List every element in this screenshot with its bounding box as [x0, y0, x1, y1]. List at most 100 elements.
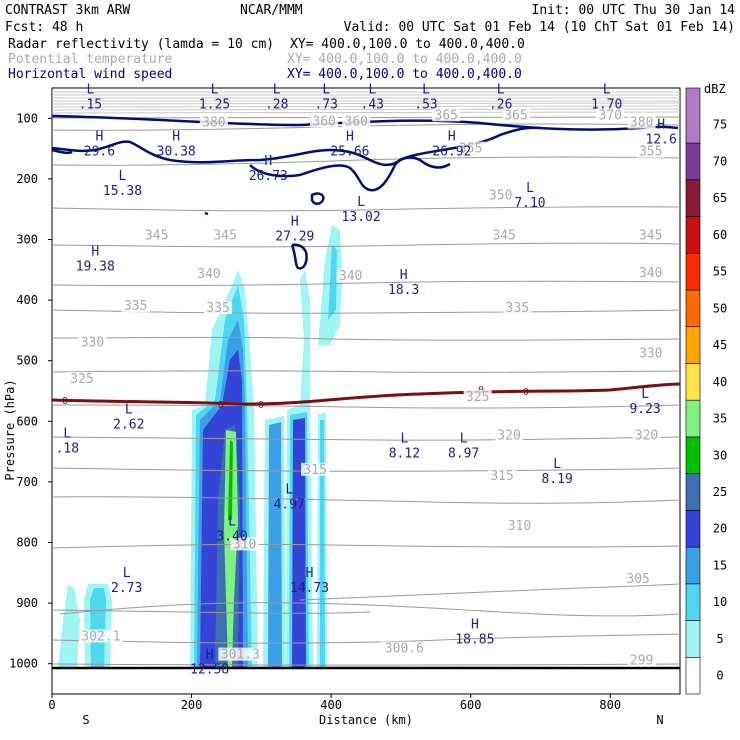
wind-extrema-value: 1.70 [591, 97, 622, 112]
wind-extrema-type: L [641, 387, 649, 402]
echo-cell-6-core [320, 420, 325, 668]
wind-extrema-value: 19.38 [76, 260, 115, 275]
colorbar-swatch [685, 473, 701, 511]
wind-extrema-type: H [172, 130, 180, 145]
wind-extrema-value: .43 [361, 97, 384, 112]
colorbar-label: 65 [713, 191, 727, 205]
y-axis: 100 200 300 400 500 600 700 800 900 1000 [9, 111, 52, 671]
theta-label: 302.1 [81, 629, 120, 644]
theta-label-bg [463, 390, 492, 404]
theta-label-bg [121, 299, 150, 313]
wind-extrema-type: L [357, 195, 365, 210]
header-init: Init: 00 UTC Thu 30 Jan 14 [532, 3, 736, 18]
theta-label: 320 [635, 428, 658, 443]
wind-extrema-value: 4.97 [274, 497, 305, 512]
y-tick-label: 300 [16, 233, 38, 247]
wind-extrema-value: .15 [79, 97, 102, 112]
wind-extrema-value: 8.19 [542, 472, 573, 487]
echo-cell-7-core [328, 245, 337, 320]
jet-closed-contour [310, 192, 325, 205]
colorbar-swatch [685, 363, 701, 401]
wind-extrema-value: .73 [314, 97, 337, 112]
wind-extrema-type: L [285, 482, 293, 497]
field-xy-reflectivity: XY= 400.0,100.0 to 400.0,400.0 [290, 37, 525, 52]
theta-label: 370 [598, 108, 621, 123]
theta-label: 335 [124, 299, 147, 314]
theta-label-bg [486, 188, 515, 202]
colorbar-swatch [685, 510, 701, 548]
colorbar-label: 10 [713, 595, 727, 609]
theta-label-bg [636, 144, 665, 158]
theta-label-bg [199, 115, 228, 129]
wind-extrema-type: H [264, 154, 272, 169]
colorbar-label: 15 [713, 558, 727, 572]
echo-cell-4-core [268, 422, 282, 668]
header-fcst: Fcst: 48 h [5, 20, 83, 35]
theta-label-bg [503, 301, 532, 315]
wind-extrema-value: 13.02 [342, 210, 381, 225]
colorbar-label: 60 [713, 228, 727, 242]
field-name-reflectivity: Radar reflectivity (lamda = 10 cm) [8, 37, 274, 52]
theta-label-bg [382, 641, 427, 655]
theta-label: 380 [630, 116, 653, 131]
theta-contours [51, 116, 681, 666]
wind-extrema-type: L [322, 82, 330, 97]
wind-extrema-value: 2.62 [113, 417, 144, 432]
theta-label: 340 [197, 267, 220, 282]
wind-extrema-type: L [63, 427, 71, 442]
wind-extrema-type: H [306, 566, 314, 581]
wind-extrema-value: 12.6 [646, 132, 677, 147]
y-tick-label: 100 [16, 111, 38, 125]
echo-cell-2-core [90, 588, 106, 668]
wind-extrema-type: L [526, 181, 534, 196]
theta-label: 325 [70, 372, 93, 387]
end-label-north: N [656, 713, 663, 727]
theta-label: 330 [81, 336, 104, 351]
wind-extrema-value: 30.38 [157, 145, 196, 160]
wind-extrema-type: H [346, 130, 354, 145]
theta-label-bg [627, 653, 656, 667]
freezing-label-1: 0 [62, 396, 68, 407]
wind-extrema-value: .18 [56, 442, 79, 457]
wind-extrema-type: H [400, 268, 408, 283]
theta-label: 340 [339, 269, 362, 284]
theta-label: 310 [233, 537, 256, 552]
header-valid: Valid: 00 UTC Sat 01 Feb 14 (10 ChT Sat … [344, 20, 735, 35]
wind-extrema-value: 27.29 [275, 229, 314, 244]
theta-label-bg [195, 267, 223, 281]
theta-label: 365 [504, 108, 527, 123]
wind-extrema-type: L [228, 514, 236, 529]
theta-label-bg [78, 335, 107, 349]
colorbar-label: 30 [713, 448, 727, 462]
theta-dense-band [51, 91, 681, 114]
theta-label: 340 [639, 266, 662, 281]
wind-extrema-type: L [460, 431, 468, 446]
jet-tongue [290, 243, 308, 270]
x-axis-label: Distance (km) [319, 713, 413, 727]
jet-stub [51, 148, 73, 155]
wind-extrema-type: H [291, 214, 299, 229]
theta-label-bg [68, 371, 97, 385]
colorbar-swatch [685, 87, 701, 144]
theta-label-bg [627, 115, 656, 129]
theta-label-bg [342, 114, 371, 128]
freezing-label-3: 0 [258, 400, 264, 411]
colorbar-label: 35 [713, 412, 727, 426]
field-xy-theta: XY= 400.0,100.0 to 400.0,400.0 [287, 52, 522, 67]
colorbar: 0 5 10 15 20 25 30 35 40 45 50 55 60 65 70 75 [685, 87, 727, 695]
wind-extrema-value: 14.73 [290, 581, 329, 596]
colorbar-label: 20 [713, 522, 727, 536]
y-tick-label: 1000 [9, 657, 38, 671]
wind-extrema-value: 2.73 [111, 581, 142, 596]
wind-extrema-type: L [125, 402, 133, 417]
wind-extrema-type: H [96, 130, 104, 145]
theta-label: 345 [639, 228, 662, 243]
theta-label-bg [142, 228, 171, 242]
colorbar-label: 50 [713, 301, 727, 315]
echo-cell-1 [58, 585, 80, 668]
colorbar-unit: dBZ [704, 82, 726, 96]
freezing-label-5: 0 [523, 387, 529, 398]
theta-label: 301.3 [221, 648, 260, 663]
end-label-south: S [82, 713, 89, 727]
